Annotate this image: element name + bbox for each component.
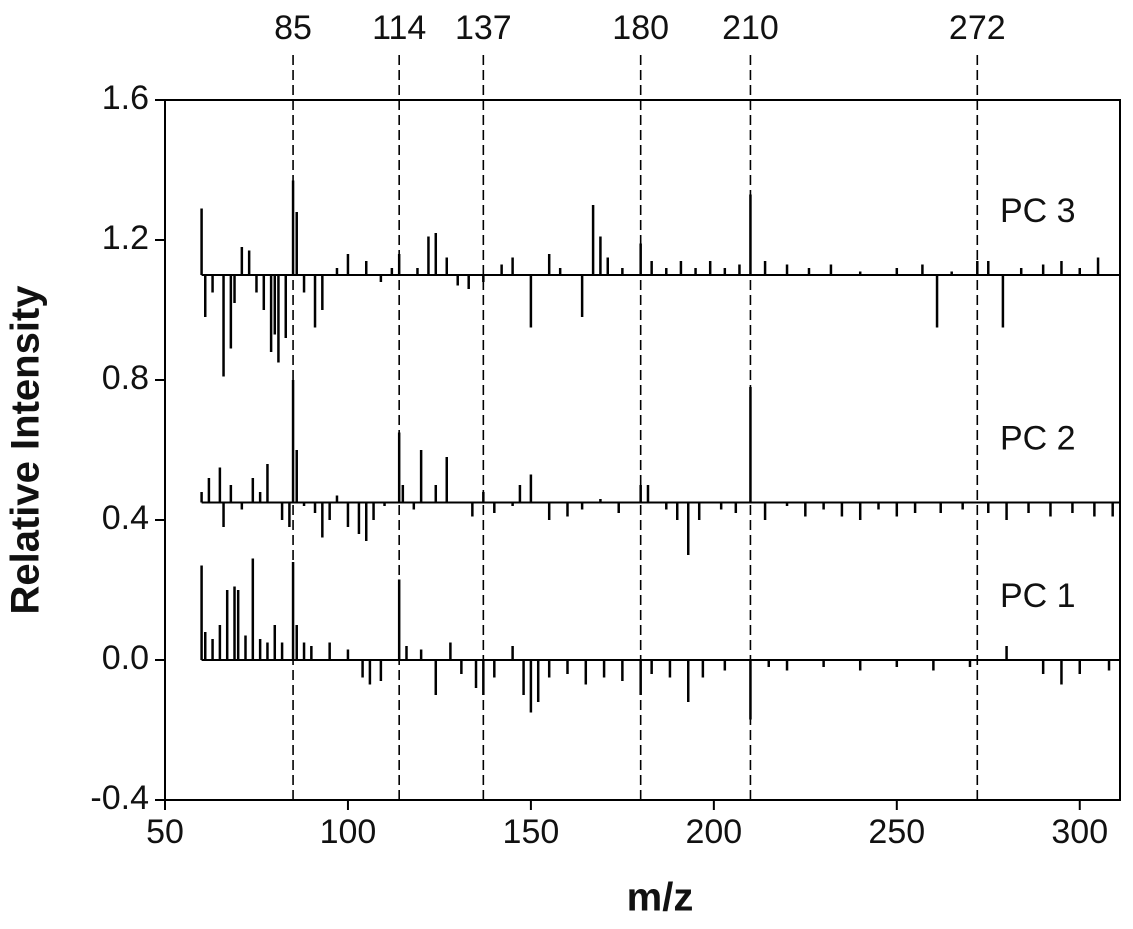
marker-label: 137: [455, 9, 512, 47]
marker-label: 114: [372, 9, 426, 47]
marker-label: 272: [949, 9, 1006, 47]
marker-label: 210: [722, 9, 779, 47]
y-tick-label: 0.4: [102, 499, 149, 537]
x-tick-label: 250: [868, 813, 925, 851]
marker-label: 180: [612, 9, 669, 47]
marker-label: 85: [274, 9, 312, 47]
x-tick-label: 100: [320, 813, 377, 851]
y-tick-label: 0.8: [102, 359, 149, 397]
x-tick-label: 300: [1051, 813, 1108, 851]
series-label: PC 1: [1000, 577, 1076, 615]
x-tick-label: 150: [503, 813, 560, 851]
y-tick-label: 1.6: [102, 79, 149, 117]
plot-frame: [164, 99, 1121, 801]
y-tick-label: 0.0: [102, 639, 149, 677]
series-label: PC 3: [1000, 192, 1076, 230]
y-axis-label: Relative Intensity: [4, 285, 48, 615]
series-label: PC 2: [1000, 419, 1076, 457]
y-tick-label: -0.4: [90, 779, 149, 817]
x-tick-label: 50: [146, 813, 184, 851]
x-tick-label: 200: [685, 813, 742, 851]
y-tick-label: 1.2: [102, 219, 149, 257]
x-axis-label: m/z: [627, 876, 694, 920]
